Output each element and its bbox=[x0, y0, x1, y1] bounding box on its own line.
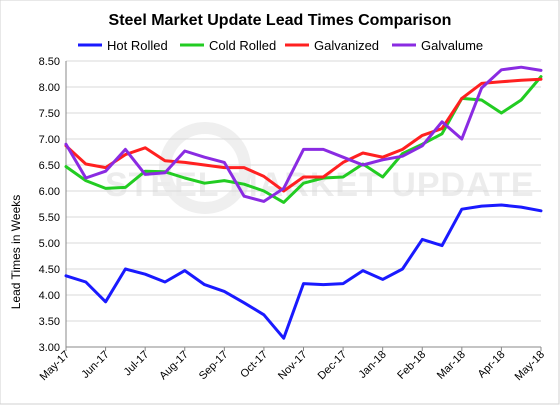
y-tick-label: 6.50 bbox=[39, 160, 60, 172]
y-tick-label: 3.00 bbox=[39, 342, 60, 354]
chart-title: Steel Market Update Lead Times Compariso… bbox=[109, 12, 452, 29]
y-tick-label: 4.50 bbox=[39, 264, 60, 276]
y-tick-label: 5.50 bbox=[39, 212, 60, 224]
y-tick-label: 3.50 bbox=[39, 316, 60, 328]
series-line-galvalume bbox=[64, 65, 543, 203]
y-tick-label: 4.00 bbox=[39, 290, 60, 302]
series-lines bbox=[64, 65, 543, 340]
series-line-galvanized bbox=[64, 77, 543, 193]
legend-label-cold-rolled: Cold Rolled bbox=[209, 38, 276, 53]
legend: Hot Rolled Cold Rolled Galvanized Galvalume bbox=[78, 38, 483, 53]
y-tick-label: 6.00 bbox=[39, 186, 60, 198]
y-tick-label: 8.50 bbox=[39, 56, 60, 68]
y-tick-label: 7.50 bbox=[39, 108, 60, 120]
y-tick-label: 8.00 bbox=[39, 82, 60, 94]
legend-label-galvalume: Galvalume bbox=[421, 38, 483, 53]
y-axis: 3.00 3.50 4.00 4.50 5.00 5.50 6.00 6.50 7.00 7.50… bbox=[39, 56, 60, 354]
legend-label-galvanized: Galvanized bbox=[314, 38, 379, 53]
series-line-hot-rolled bbox=[64, 203, 543, 340]
legend-label-hot-rolled: Hot Rolled bbox=[107, 38, 168, 53]
y-axis-label: Lead Times in Weeks bbox=[9, 195, 23, 310]
y-tick-label: 5.00 bbox=[39, 238, 60, 250]
watermark-text: STEEL MARKET UPDATE bbox=[105, 166, 535, 204]
y-tick-label: 7.00 bbox=[39, 134, 60, 146]
